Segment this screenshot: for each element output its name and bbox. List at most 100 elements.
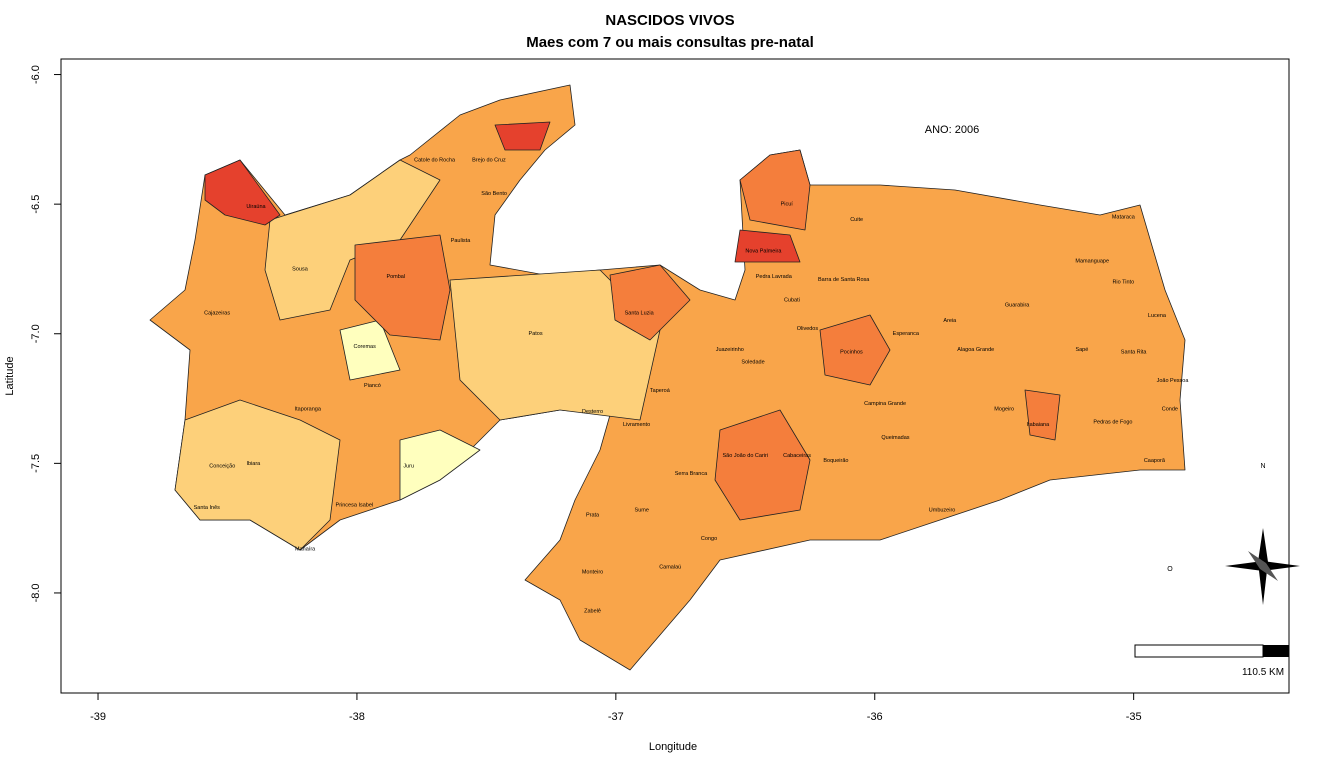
place-label: Olivedos	[797, 326, 819, 332]
region	[494, 121, 551, 151]
region	[739, 149, 811, 231]
region	[339, 319, 401, 381]
place-label: Piancó	[364, 383, 381, 389]
place-label: Prata	[586, 513, 600, 519]
place-label: Coremas	[354, 344, 377, 350]
plot-frame	[60, 58, 1290, 694]
x-tick-label: -38	[349, 711, 365, 723]
place-label: Barra de Santa Rosa	[818, 277, 870, 283]
place-label: Monteiro	[582, 570, 603, 576]
compass	[1225, 528, 1300, 605]
title: NASCIDOS VIVOS	[605, 12, 734, 29]
place-label: São João do Cariri	[723, 453, 769, 459]
place-label: Santa Inês	[194, 505, 221, 511]
place-label: Mogeiro	[994, 406, 1014, 412]
place-label: Sapé	[1075, 347, 1088, 353]
place-label: Cabaceiras	[783, 453, 811, 459]
place-label: Pocinhos	[840, 349, 863, 355]
place-label: Pedra Lavrada	[756, 274, 793, 280]
place-label: Serra Branca	[675, 471, 708, 477]
place-label: Patos	[529, 331, 543, 337]
place-label: Queimadas	[881, 435, 909, 441]
place-label: Brejo do Cruz	[472, 158, 506, 164]
scale-bar	[1263, 645, 1289, 657]
x-tick-label: -36	[867, 711, 883, 723]
place-label: Desterro	[582, 409, 603, 415]
place-label: Santa Rita	[1121, 349, 1148, 355]
place-label: Itaporanga	[295, 406, 322, 412]
compass-star	[1248, 551, 1278, 581]
place-label: Itabaiana	[1027, 422, 1051, 428]
place-label: Taperoá	[650, 388, 671, 394]
annotation: ANO: 2006	[925, 124, 979, 136]
place-label: Caaporã	[1144, 458, 1166, 464]
place-label: Lucena	[1148, 313, 1167, 319]
place-label: Uiraúna	[246, 204, 266, 210]
region	[609, 264, 691, 341]
region	[174, 399, 341, 551]
place-label: Santa Luzia	[625, 310, 655, 316]
place-label: Umbuzeiro	[929, 507, 956, 513]
place-label: Cubati	[784, 298, 800, 304]
place-label: Campina Grande	[864, 401, 906, 407]
place-label: Congo	[701, 536, 717, 542]
place-label: Sume	[635, 507, 649, 513]
place-label: Pombal	[386, 274, 405, 280]
y-tick-label: -7.5	[30, 454, 42, 473]
place-label: Rio Tinto	[1112, 279, 1134, 285]
region	[204, 159, 281, 226]
place-label: Conde	[1162, 406, 1178, 412]
scale-bar	[1134, 644, 1264, 658]
place-label: São Bento	[481, 191, 507, 197]
place-label: Esperanca	[893, 331, 920, 337]
compass-label: O	[1167, 566, 1173, 573]
region	[449, 269, 661, 421]
place-label: Areia	[943, 318, 957, 324]
place-label: Princesa Isabel	[336, 502, 374, 508]
place-label: Boqueirão	[823, 458, 848, 464]
region	[819, 314, 891, 386]
place-label: Livramento	[623, 422, 650, 428]
place-label: Soledade	[741, 360, 764, 366]
x-axis-label: Longitude	[649, 741, 697, 753]
place-label: Ibiara	[246, 461, 261, 467]
x-tick-label: -37	[608, 711, 624, 723]
y-tick-label: -6.5	[30, 195, 42, 214]
place-label: Manaíra	[295, 546, 316, 552]
place-label: Juru	[403, 463, 414, 469]
region	[714, 409, 811, 521]
region	[1024, 389, 1061, 441]
subtitle: Maes com 7 ou mais consultas pre-natal	[526, 34, 814, 51]
state-outline	[149, 84, 1186, 671]
x-tick-label: -35	[1126, 711, 1142, 723]
place-label: Pedras de Fogo	[1093, 419, 1132, 425]
place-label: Zabelê	[584, 609, 601, 615]
place-label: Mamanguape	[1075, 259, 1109, 265]
place-label: Cuite	[850, 217, 863, 223]
place-label: Cajazeiras	[204, 310, 230, 316]
place-label: Guarabira	[1005, 303, 1030, 309]
place-label: Paulista	[451, 238, 472, 244]
region	[734, 229, 801, 263]
place-label: João Pessoa	[1157, 378, 1190, 384]
place-label: Conceição	[209, 463, 235, 469]
state-map	[149, 84, 1186, 671]
place-label: Nova Palmeira	[745, 248, 782, 254]
place-label: Alagoa Grande	[957, 347, 994, 353]
region	[354, 234, 451, 341]
place-label: Picuí	[781, 202, 794, 208]
region	[399, 429, 481, 501]
y-tick-label: -6.0	[30, 65, 42, 84]
place-label: Catole do Rocha	[414, 158, 456, 164]
place-label: Mataraca	[1112, 215, 1136, 221]
y-tick-label: -8.0	[30, 583, 42, 602]
place-label: Juazeirinho	[716, 347, 744, 353]
scale-label: 110.5 KM	[1242, 667, 1284, 678]
compass-label: N	[1260, 463, 1265, 470]
y-tick-label: -7.0	[30, 324, 42, 343]
place-label: Camalaú	[659, 564, 681, 570]
y-axis-label: Latitude	[4, 356, 16, 395]
place-label: Sousa	[292, 266, 309, 272]
x-tick-label: -39	[90, 711, 106, 723]
